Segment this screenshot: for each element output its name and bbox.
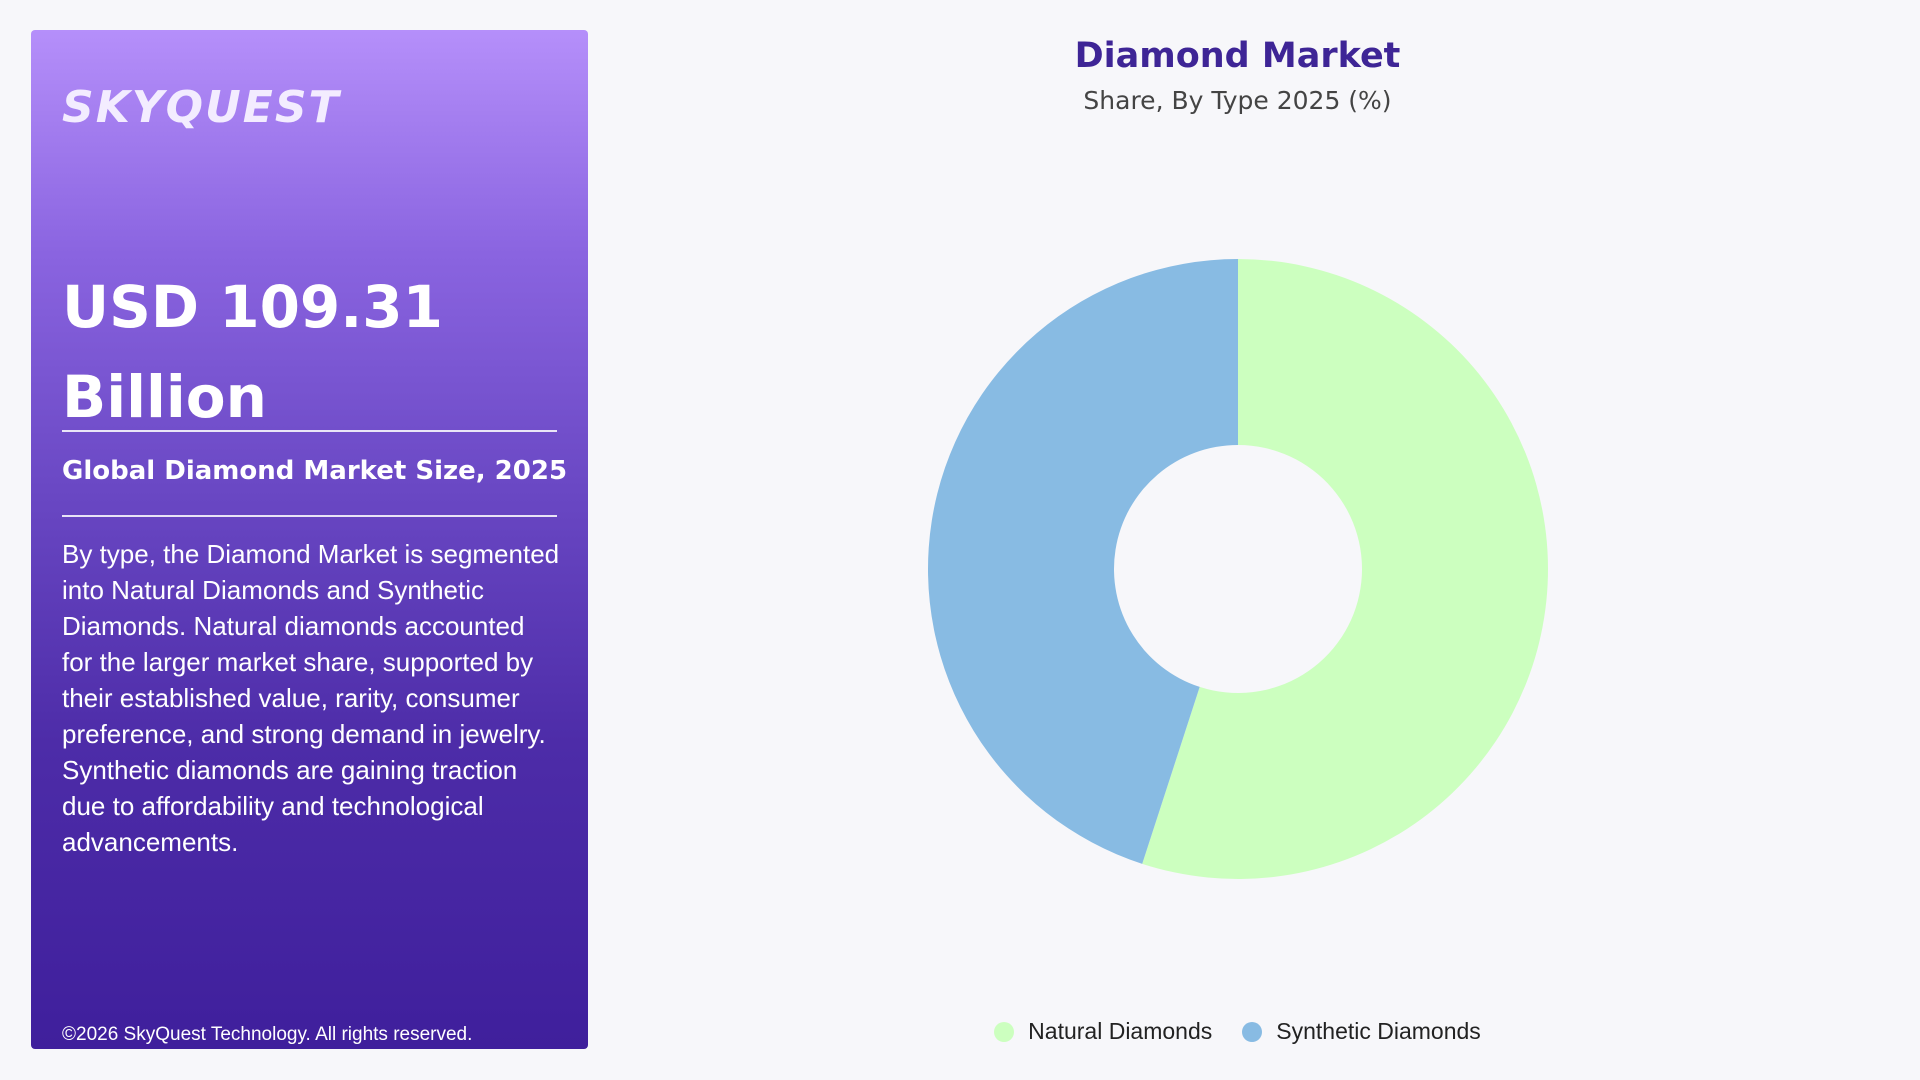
legend-item-natural-diamonds: Natural Diamonds [994,1018,1212,1045]
chart-legend: Natural Diamonds Synthetic Diamonds [780,1018,1695,1045]
legend-item-synthetic-diamonds: Synthetic Diamonds [1242,1018,1481,1045]
summary-panel: SKYQUEST USD 109.31 Billion Global Diamo… [31,30,588,1049]
donut-slice-natural-diamonds [1142,259,1548,879]
legend-label-natural-diamonds: Natural Diamonds [1028,1018,1213,1044]
legend-swatch-synthetic-diamonds [1242,1021,1263,1042]
legend-label-synthetic-diamonds: Synthetic Diamonds [1276,1018,1481,1044]
market-size-label: Global Diamond Market Size, 2025 [62,456,568,486]
legend-swatch-natural-diamonds [994,1021,1015,1042]
skyquest-logo: SKYQUEST [62,82,341,133]
divider-top [62,430,557,432]
chart-subtitle: Share, By Type 2025 (%) [1083,86,1392,115]
chart-title: Diamond Market [1074,36,1401,76]
divider-bottom [62,515,557,517]
segment-description: By type, the Diamond Market is segmented… [62,539,560,857]
market-size-value: USD 109.31 Billion [62,273,444,431]
copyright-notice: ©2026 SkyQuest Technology. All rights re… [62,1024,473,1045]
donut-slice-synthetic-diamonds [928,259,1238,864]
